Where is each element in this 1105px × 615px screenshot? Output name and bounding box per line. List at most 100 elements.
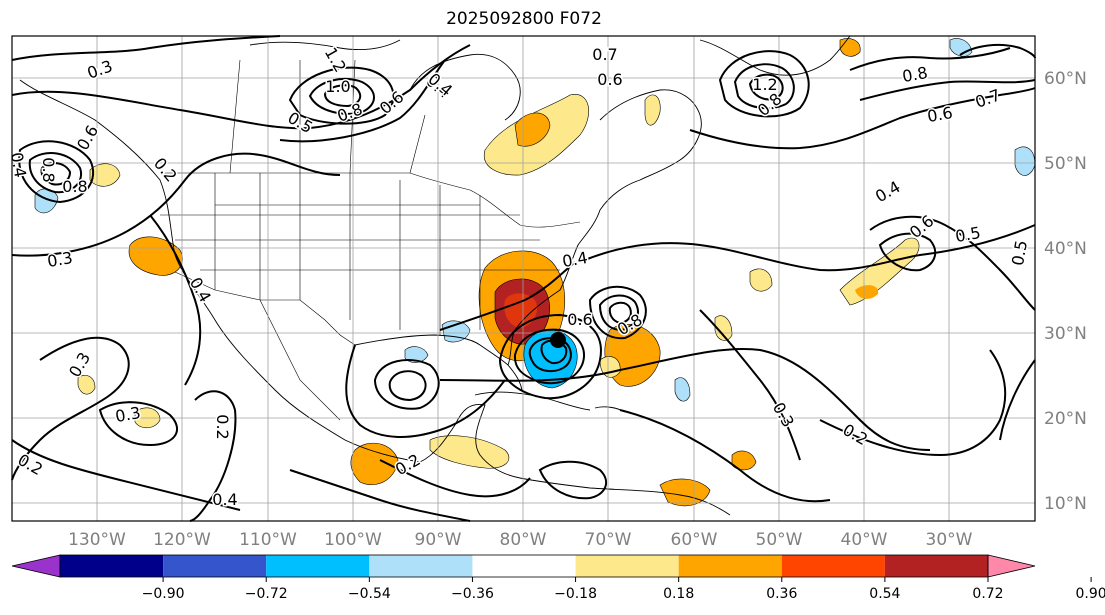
contour-greenland-high-2 (733, 63, 795, 110)
contour-0-2-south-west (11, 439, 241, 511)
contour-label: 0.3 (114, 403, 142, 426)
contour-atlantic-high-3 (608, 301, 632, 325)
contour-0-2-caribbean (379, 459, 531, 498)
hudson-bay-region (409, 53, 521, 121)
moderate-warm-anomaly-great-lakes (514, 112, 551, 147)
lat-label: 10°N (1044, 494, 1087, 514)
north-america-west-coast (19, 79, 421, 463)
colorbar-extend-low (11, 554, 61, 578)
florida (507, 364, 523, 391)
map-title: 2025092800 F072 (446, 9, 602, 29)
contour-pacific-low-1 (18, 140, 95, 204)
mexico-state-line (259, 299, 341, 421)
colorbar-tick-label: −0.90 (142, 586, 185, 602)
contour-0-6-storm-1 (498, 313, 602, 400)
map-border (11, 35, 1036, 522)
contour-gulf-low-1 (373, 359, 440, 410)
gulf-coast (354, 329, 516, 366)
contour-atlantic-high-2 (598, 294, 639, 332)
us-canada-border (160, 172, 581, 228)
colorbar-cell (266, 555, 370, 577)
warm-anomaly-california (128, 236, 183, 276)
lon-label: 50°W (756, 530, 803, 550)
contour-label: 0.8 (39, 157, 58, 182)
contour-high-canada-3 (323, 84, 362, 108)
colorbar-tick-label: −0.36 (451, 586, 494, 602)
lon-label: 40°W (841, 530, 888, 550)
colorbar-cell (472, 555, 576, 577)
contour-high-canada-1 (288, 66, 395, 125)
lat-label: 20°N (1044, 409, 1087, 429)
colorbar-ticks: −0.90 −0.72 −0.54 −0.36 −0.18 0.18 0.36 0.54 0.7… (142, 577, 1105, 602)
contour-0-7-iceland (959, 43, 1036, 59)
political-borders (160, 59, 581, 421)
colorbar-cells (11, 554, 1036, 578)
latitude-labels: 60°N 50°N 40°N 30°N 20°N 10°N (1044, 69, 1087, 514)
contour-greenland-high-3 (748, 73, 784, 101)
colorbar-tick-label: 0.18 (663, 586, 694, 602)
labrador-coast (599, 89, 702, 181)
contour-label: 1.2 (752, 75, 777, 94)
colorbar-tick-label: −0.72 (245, 586, 288, 602)
contour-0-8-greenland (849, 47, 1011, 71)
contour-label: 0.4 (7, 151, 30, 179)
colorbar-cell (163, 555, 267, 577)
contour-label: 0.2 (213, 414, 232, 439)
cold-anomaly-pacific (34, 188, 59, 214)
lat-label: 60°N (1044, 69, 1087, 89)
contour-label: 0.4 (212, 490, 237, 509)
colorbar-tick-label: −0.54 (348, 586, 391, 602)
contour-label: 0.6 (597, 70, 622, 89)
south-america-north-coast (519, 477, 731, 516)
contour-label: 0.6 (567, 310, 592, 329)
lat-label: 40°N (1044, 239, 1087, 259)
contour-0-3-west-coast (149, 214, 202, 386)
contour-0-6-storm-2 (513, 328, 585, 385)
contour-label: 0.3 (46, 248, 74, 271)
contour-pacific-low-2 (28, 152, 83, 194)
lon-label: 70°W (585, 530, 632, 550)
colorbar-cell (575, 555, 679, 577)
warm-anomaly-pacific-nw (89, 163, 121, 187)
warm-anomaly-central-america (350, 442, 399, 486)
contour-0-3-atlantic (699, 309, 801, 461)
lon-label: 60°W (671, 530, 718, 550)
weak-cold-anomaly-yucatan (404, 346, 429, 363)
contour-gulf-low-2 (388, 370, 427, 402)
colorbar-cell (781, 555, 885, 577)
cold-anomaly-south-atlantic (674, 377, 691, 402)
contour-0-4-mexico (11, 336, 130, 481)
contour-atlantic-high-1 (588, 285, 647, 340)
lat-lon-grid (12, 36, 1035, 521)
warm-anomaly-mexico-west (77, 375, 96, 395)
contour-label: 0.6 (926, 103, 954, 126)
contour-greenland-high-1 (718, 50, 810, 118)
colorbar-frame (59, 554, 989, 578)
lon-label: 120°W (153, 530, 211, 550)
contour-0-2-caribbean-east (538, 460, 608, 500)
contour-0-2-atlantic-east (619, 409, 831, 503)
colorbar-cell (60, 555, 164, 577)
contour-0-2-atlantic-south (439, 348, 931, 451)
colorbar-tick-label: 0.54 (869, 586, 900, 602)
moderate-warm-anomaly-mid-atlantic (855, 285, 879, 299)
coastlines (19, 35, 851, 516)
arctic-islands (249, 39, 401, 51)
contour-0-2-gulf (345, 344, 506, 438)
colorbar-tick-label: −0.18 (554, 586, 597, 602)
lat-label: 50°N (1044, 154, 1087, 174)
colorbar-cell (678, 555, 782, 577)
contour-label: 0.8 (62, 177, 87, 196)
contour-0-3-mexico-2 (189, 390, 237, 522)
contour-0-6-canada (279, 59, 446, 143)
contour-label: 0.7 (592, 45, 617, 64)
contour-label: 0.4 (561, 248, 589, 271)
colorbar-tick-label: 0.36 (766, 586, 797, 602)
lon-label: 130°W (68, 530, 126, 550)
contour-0-2-east-tropics (819, 349, 1007, 457)
moderate-warm-anomaly-inner (504, 293, 538, 328)
warm-anomaly-central-atlantic (749, 268, 773, 292)
colorbar-extend-high (987, 554, 1036, 578)
contour-pacific-low-3 (40, 162, 72, 186)
